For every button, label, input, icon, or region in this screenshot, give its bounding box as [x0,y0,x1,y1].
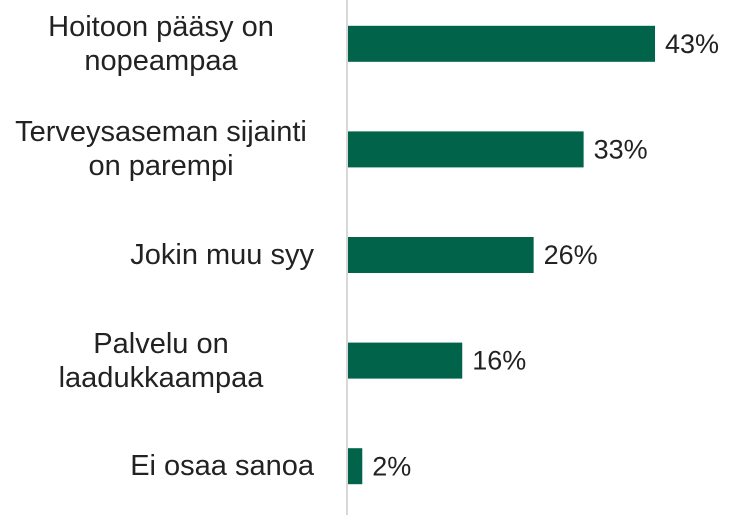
bar [348,25,656,62]
value-label: 2% [372,451,411,481]
category-label-box: Terveysaseman sijainti on parempi [0,99,314,199]
value-label: 43% [665,29,719,59]
category-label: Terveysaseman sijainti on parempi [15,116,307,183]
category-label: Hoitoon pääsy on nopeampaa [48,10,274,77]
bar [348,342,463,379]
category-label: Jokin muu syy [130,239,314,271]
category-label-box: Palvelu on laadukkaampaa [0,311,314,411]
bar [348,448,363,485]
category-label: Ei osaa sanoa [130,450,314,483]
bar [348,131,584,168]
category-label-box: Hoitoon pääsy on nopeampaa [0,0,314,94]
category-label: Palvelu on laadukkaampaa [58,327,264,394]
bar [348,237,534,273]
value-label: 16% [472,346,526,376]
category-label-box: Ei osaa sanoa [0,416,314,516]
category-label-box: Jokin muu syy [0,205,314,305]
value-label: 33% [594,135,648,165]
value-label: 26% [544,240,598,270]
